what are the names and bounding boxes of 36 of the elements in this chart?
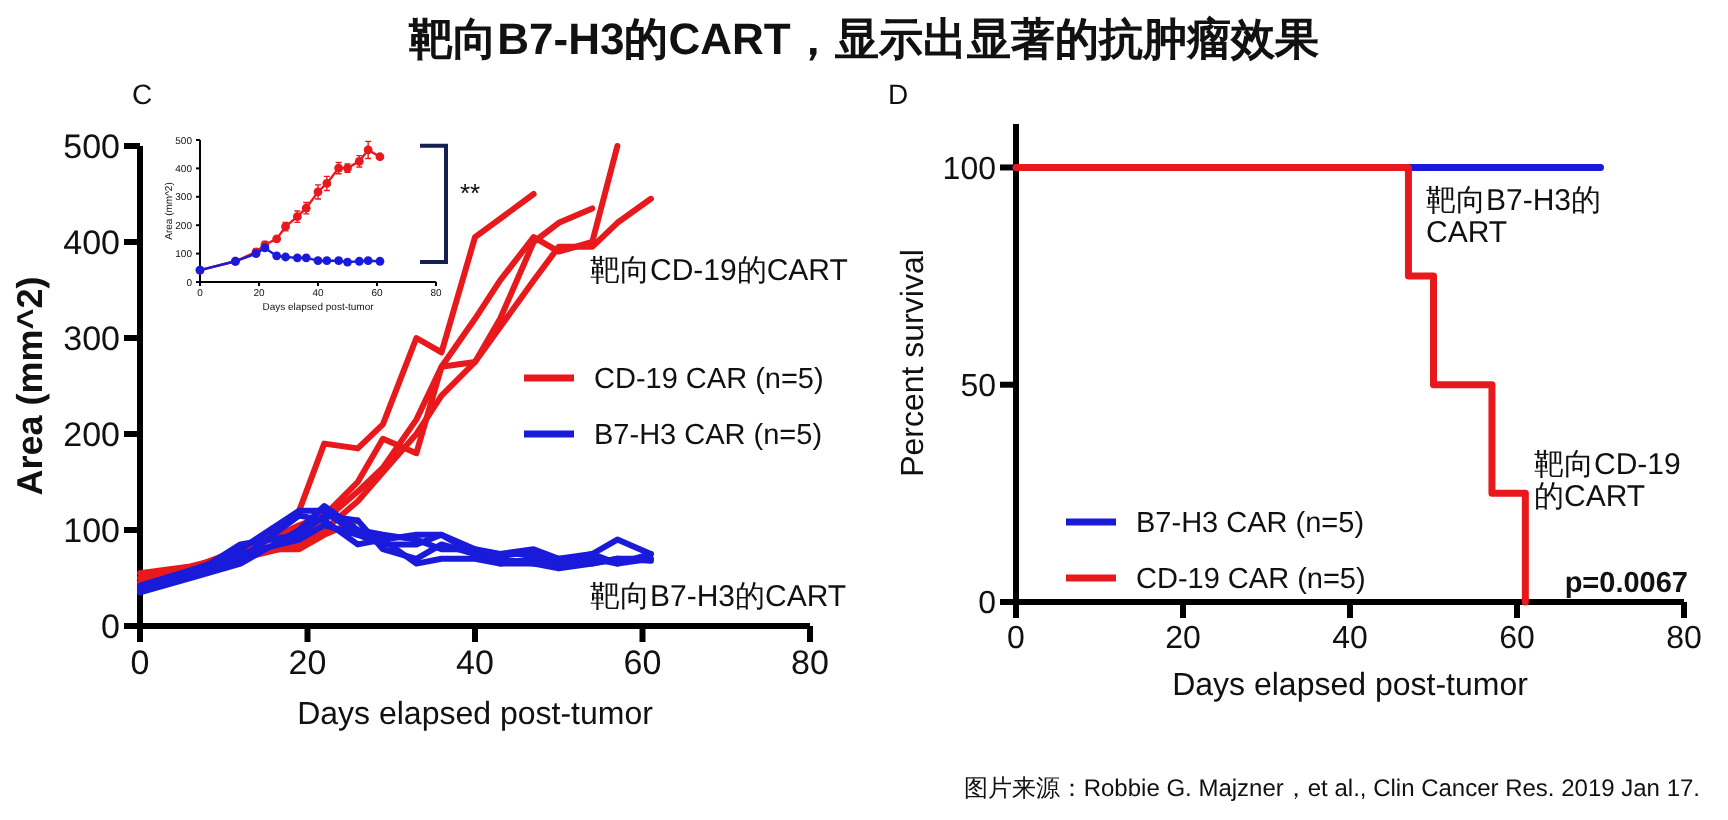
y-tick-label: 500 [63,127,120,166]
text: 图片来源：Robbie G. Majzner，et al., Clin Cancer Res. 2019 Jan 17. [963,774,1700,802]
x-tick-label: 0 [130,644,150,683]
x-tick-label: 20 [1165,622,1201,657]
y-tick-label: 0 [978,587,997,622]
x-tick-label: 80 [791,644,829,683]
x-tick-label: 60 [623,644,662,683]
legend-label: CD-19 CAR (n=5) [1136,564,1366,596]
y-axis-title: Percent survival [897,249,932,477]
annotation: p=0.0067 [1564,568,1688,600]
x-tick-label: 20 [288,644,327,683]
chart-subtitle: C [132,78,153,110]
annotation: 靶向B7-H3的CART [590,580,847,614]
annotation: 靶向CD-19 的CART [1534,448,1681,514]
x-tick-label: 60 [1499,622,1535,657]
annotation: 靶向CD-19的CART [590,254,848,288]
annotation: ** [460,178,481,209]
y-tick-label: 100 [63,511,120,550]
x-tick-label: 40 [456,644,494,683]
y-tick-label: 200 [63,415,120,454]
x-axis-title: Days elapsed post-tumor [297,697,655,732]
y-axis-title: Area (mm^2) [10,276,51,496]
x-tick-label: 0 [1007,622,1026,657]
chart-subtitle: D [888,78,909,110]
legend-label: B7-H3 CAR (n=5) [594,420,823,452]
x-tick-label: 40 [1332,622,1368,657]
y-tick-label: 100 [942,152,997,187]
y-tick-label: 300 [63,319,120,358]
legend-label: CD-19 CAR (n=5) [594,364,824,396]
y-tick-label: 50 [960,369,997,404]
y-tick-label: 400 [63,223,120,262]
legend-label: B7-H3 CAR (n=5) [1136,508,1365,540]
annotation: 靶向B7-H3的 CART [1426,184,1602,250]
chart-title: 靶向B7-H3的CART，显示出显著的抗肿瘤效果 [407,14,1321,64]
x-tick-label: 80 [1666,622,1702,657]
x-axis-title: Days elapsed post-tumor [1172,668,1530,703]
